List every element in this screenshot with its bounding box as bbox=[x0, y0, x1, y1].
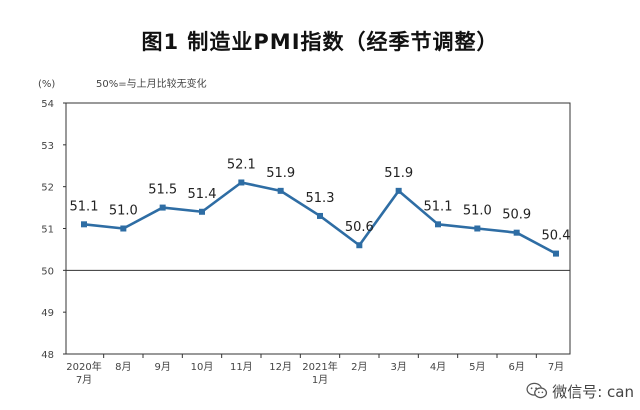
data-point bbox=[356, 242, 363, 249]
data-label: 51.4 bbox=[188, 187, 217, 202]
y-unit-label: (%) bbox=[38, 79, 55, 90]
data-point bbox=[395, 187, 402, 194]
data-point bbox=[81, 221, 87, 228]
data-label: 51.0 bbox=[109, 204, 138, 219]
data-point bbox=[238, 179, 245, 186]
y-tick-label: 54 bbox=[41, 99, 54, 110]
y-tick-label: 48 bbox=[41, 350, 54, 361]
x-tick-label: 4月 bbox=[430, 361, 446, 373]
x-tick-label: 9月 bbox=[154, 361, 170, 373]
data-point bbox=[435, 221, 441, 228]
data-point bbox=[120, 225, 127, 232]
x-tick-label: 5月 bbox=[469, 361, 485, 373]
data-label: 50.6 bbox=[345, 220, 374, 235]
data-point bbox=[474, 225, 481, 232]
x-tick-label: 11月 bbox=[230, 361, 253, 373]
plot-frame bbox=[65, 102, 571, 355]
x-tick-label: 10月 bbox=[191, 361, 214, 373]
y-tick-label: 52 bbox=[41, 183, 54, 194]
x-tick-label: 12月 bbox=[269, 361, 292, 373]
data-point bbox=[199, 208, 205, 215]
data-label: 52.1 bbox=[227, 157, 256, 172]
x-tick-label: 2020年 bbox=[66, 360, 101, 373]
data-label: 51.5 bbox=[148, 183, 177, 198]
data-label: 51.1 bbox=[70, 199, 99, 214]
y-tick-label: 51 bbox=[41, 225, 54, 236]
data-label: 50.4 bbox=[542, 229, 571, 244]
data-label: 51.0 bbox=[463, 204, 492, 219]
y-tick-label: 49 bbox=[41, 308, 54, 319]
data-label: 50.9 bbox=[502, 208, 531, 223]
x-tick-label: 2月 bbox=[351, 361, 367, 373]
data-point bbox=[553, 250, 559, 257]
x-tick-label: 7月 bbox=[76, 374, 92, 386]
data-point bbox=[277, 187, 284, 194]
x-tick-label: 1月 bbox=[312, 374, 328, 386]
x-tick-label: 7月 bbox=[548, 361, 564, 373]
x-tick-label: 8月 bbox=[115, 361, 131, 373]
x-tick-label: 3月 bbox=[390, 361, 406, 373]
page-title: 图1 制造业PMI指数（经季节调整） bbox=[141, 30, 499, 54]
data-point bbox=[317, 212, 323, 219]
watermark-text: 微信号: can bbox=[552, 382, 634, 401]
note-label: 50%=与上月比较无变化 bbox=[96, 77, 207, 90]
y-tick-label: 53 bbox=[41, 141, 54, 152]
data-label: 51.9 bbox=[384, 166, 413, 181]
x-tick-label: 2021年 bbox=[302, 360, 337, 373]
data-label: 51.3 bbox=[306, 191, 335, 206]
data-point bbox=[159, 204, 166, 211]
data-label: 51.1 bbox=[424, 199, 453, 214]
wechat-icon bbox=[526, 382, 548, 399]
x-tick-label: 6月 bbox=[508, 361, 524, 373]
watermark: 微信号: can bbox=[526, 380, 634, 402]
y-tick-label: 50 bbox=[41, 266, 54, 277]
data-point bbox=[513, 229, 520, 236]
data-label: 51.9 bbox=[266, 166, 295, 181]
